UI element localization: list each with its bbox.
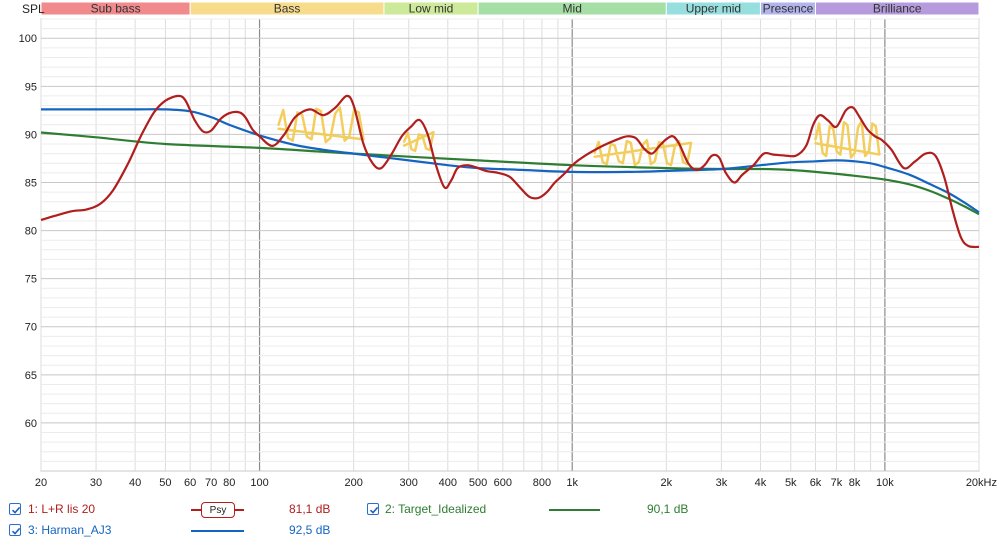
x-tick-label: 400 bbox=[439, 477, 457, 489]
x-tick-label: 20kHz bbox=[966, 477, 997, 489]
x-tick-label: 5k bbox=[785, 477, 797, 489]
x-tick-label: 20 bbox=[35, 477, 47, 489]
series-2-value: 90,1 dB bbox=[647, 502, 689, 516]
band-label: Brilliance bbox=[873, 2, 922, 16]
x-tick-label: 60 bbox=[184, 477, 196, 489]
band-label: Sub bass bbox=[91, 2, 141, 16]
plot-area bbox=[40, 18, 980, 472]
checkmark-icon bbox=[11, 506, 21, 514]
x-tick-label: 100 bbox=[250, 477, 268, 489]
x-tick-label: 1k bbox=[566, 477, 578, 489]
series-line-1 bbox=[40, 94, 980, 249]
checkmark-icon bbox=[11, 527, 21, 535]
series-3-value: 92,5 dB bbox=[289, 523, 331, 537]
y-tick-label: 90 bbox=[25, 129, 37, 141]
series-2-line-sample bbox=[549, 509, 600, 511]
x-tick-label: 500 bbox=[469, 477, 487, 489]
band-label: Bass bbox=[274, 2, 301, 16]
scribble-bass bbox=[277, 106, 365, 144]
x-tick-label: 30 bbox=[90, 477, 102, 489]
x-tick-label: 3k bbox=[716, 477, 728, 489]
x-tick-label: 7k bbox=[831, 477, 843, 489]
y-tick-label: 60 bbox=[25, 418, 37, 430]
series-2-name: 2: Target_Idealized bbox=[385, 502, 487, 516]
y-tick-label: 95 bbox=[25, 81, 37, 93]
y-tick-label: 85 bbox=[25, 177, 37, 189]
x-tick-label: 600 bbox=[494, 477, 512, 489]
series-3-line-sample bbox=[191, 530, 244, 532]
x-tick-label: 4k bbox=[755, 477, 767, 489]
x-tick-label: 70 bbox=[205, 477, 217, 489]
legend-row-2: 3: Harman_AJ3 92,5 dB bbox=[0, 521, 1000, 541]
y-tick-label: 65 bbox=[25, 370, 37, 382]
x-ticks: 20 30 40 50 60 70 80 100 200 300 400 500 600 800 1k 2k 3… bbox=[35, 477, 997, 489]
x-tick-label: 50 bbox=[159, 477, 171, 489]
y-ticks: 60 65 70 75 80 85 90 95 100 bbox=[19, 33, 37, 430]
x-tick-label: 200 bbox=[344, 477, 362, 489]
frequency-response-chart: Sub bass Bass Low mid Mid Upper mid Presence B… bbox=[19, 1, 997, 489]
scribble-brilliance bbox=[814, 119, 881, 159]
series-3-checkbox[interactable] bbox=[9, 524, 21, 536]
checkmark-icon bbox=[369, 506, 379, 514]
y-tick-label: 100 bbox=[19, 33, 37, 45]
x-tick-label: 8k bbox=[849, 477, 861, 489]
frequency-bands: Sub bass Bass Low mid Mid Upper mid Presence B… bbox=[40, 1, 980, 16]
x-tick-label: 6k bbox=[810, 477, 822, 489]
x-tick-label: 10k bbox=[876, 477, 894, 489]
y-axis-label: SPL bbox=[22, 2, 45, 16]
series-line-3 bbox=[41, 108, 980, 214]
band-6 bbox=[815, 1, 980, 16]
scribble-low-mid bbox=[402, 130, 435, 153]
series-lines bbox=[40, 94, 980, 249]
x-tick-label: 40 bbox=[129, 477, 141, 489]
grid bbox=[40, 18, 980, 472]
y-tick-label: 75 bbox=[25, 274, 37, 286]
x-tick-label: 2k bbox=[661, 477, 673, 489]
band-label: Upper mid bbox=[686, 2, 741, 16]
legend-row-1: 1: L+R lis 20 Psy 81,1 dB 2: Target_Idea… bbox=[0, 500, 1000, 520]
y-tick-label: 70 bbox=[25, 322, 37, 334]
x-tick-label: 300 bbox=[400, 477, 418, 489]
y-tick-label: 80 bbox=[25, 226, 37, 238]
series-1-name: 1: L+R lis 20 bbox=[28, 502, 96, 516]
series-2-checkbox[interactable] bbox=[367, 503, 379, 515]
series-line-2 bbox=[40, 131, 980, 216]
x-tick-label: 80 bbox=[223, 477, 235, 489]
band-label: Low mid bbox=[409, 2, 454, 16]
series-1-value: 81,1 dB bbox=[289, 502, 331, 516]
x-tick-label: 800 bbox=[533, 477, 551, 489]
series-1-checkbox[interactable] bbox=[9, 503, 21, 515]
band-label: Mid bbox=[563, 2, 582, 16]
psy-smoothing-badge[interactable]: Psy bbox=[201, 502, 235, 518]
series-3-name: 3: Harman_AJ3 bbox=[28, 523, 112, 537]
band-label: Presence bbox=[763, 2, 814, 16]
